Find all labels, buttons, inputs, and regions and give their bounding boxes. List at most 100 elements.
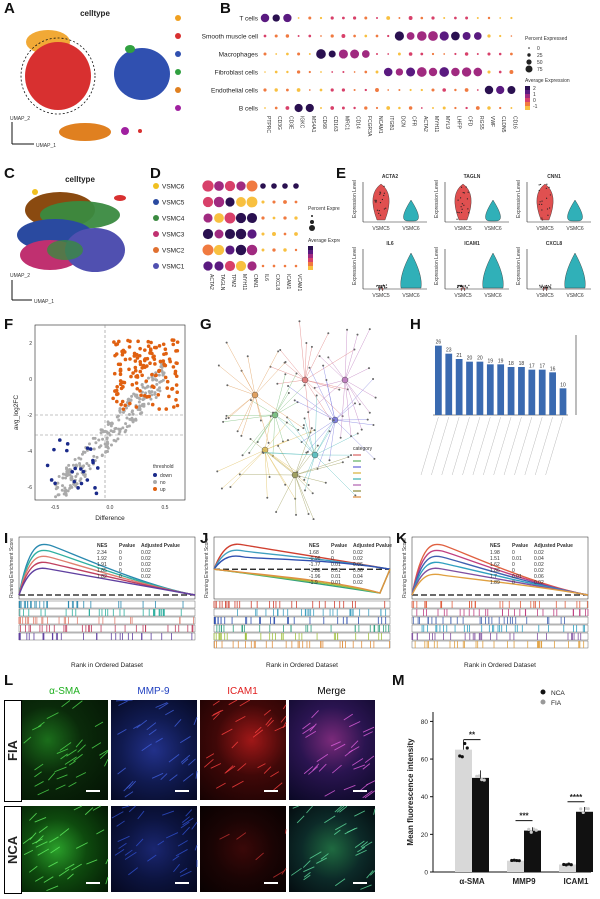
point-no (127, 424, 131, 428)
dot (272, 264, 276, 268)
cell-streak (221, 728, 233, 736)
panel-label-g: G (200, 316, 212, 333)
y-tick-label: 40 (421, 794, 429, 801)
dot (387, 34, 390, 38)
point-up (164, 407, 169, 411)
legend-gradient (308, 254, 313, 258)
gene-label: VCAM1 (296, 274, 302, 291)
row-label: Macrophages (219, 52, 259, 59)
violin-point (379, 214, 382, 216)
table-cell: 0.02 (141, 574, 151, 580)
dot (264, 71, 266, 73)
network-gene-node (307, 411, 310, 414)
gene-label: MS4A1 (310, 116, 316, 133)
network-gene-node (354, 402, 357, 405)
hit-track (18, 600, 196, 609)
network-gene-node (328, 430, 331, 433)
cell-streak (252, 729, 264, 738)
point-no (104, 450, 108, 454)
point-no (131, 412, 135, 416)
point-up (163, 375, 168, 380)
network-edge (344, 379, 352, 437)
point-up (174, 398, 178, 402)
cell-streak (291, 867, 302, 876)
network-edge (294, 427, 313, 476)
violin-point (459, 284, 461, 287)
gene-label: MYH11 (433, 116, 439, 133)
violin-point (538, 184, 540, 186)
enrichment-curve (18, 561, 196, 596)
dot (342, 70, 345, 74)
bar (435, 345, 442, 415)
point-up (144, 379, 149, 383)
point-up (112, 371, 117, 376)
point-up (135, 356, 140, 360)
table-cell: 0 (512, 562, 515, 568)
point-up (152, 345, 157, 350)
point-up (153, 362, 157, 366)
violin-point (382, 285, 384, 287)
point-no (106, 420, 110, 424)
dot (203, 261, 213, 271)
dot (353, 34, 356, 38)
point-up (129, 374, 133, 379)
cell-streak (353, 764, 366, 770)
legend-label: up (160, 487, 166, 493)
point-no (161, 378, 165, 382)
violin-point (377, 284, 379, 287)
network-edge (344, 329, 348, 381)
significance-label: **** (570, 793, 583, 802)
cell-streak (236, 832, 247, 840)
dot (294, 103, 303, 113)
cell-streak (348, 746, 360, 753)
network-gene-node (325, 378, 328, 381)
table-header: Pvalue (119, 543, 135, 549)
network-gene-node (354, 494, 357, 497)
point-no (154, 378, 158, 382)
network-gene-node (303, 417, 306, 420)
table-cell: 1.68 (309, 550, 319, 556)
point-no (85, 462, 89, 466)
cell-streak (121, 805, 130, 809)
network-term-node (331, 416, 339, 424)
point-up (175, 348, 180, 353)
dot (272, 14, 280, 22)
y-label: Running Enrichment Score (9, 538, 15, 598)
hit-track (18, 624, 196, 633)
violin-point (457, 284, 459, 287)
dot (443, 53, 446, 55)
dot (202, 228, 214, 240)
cell-streak (69, 760, 76, 766)
dot (224, 260, 236, 272)
dot (487, 16, 491, 20)
point-up (142, 358, 147, 362)
cell-streak (105, 876, 109, 885)
panel-label-d: D (150, 165, 161, 182)
hit-track (213, 608, 391, 617)
point-up (140, 373, 144, 378)
network-gene-node (287, 391, 290, 394)
network-edge (239, 474, 296, 476)
cell-streak (237, 763, 247, 772)
dot (213, 196, 225, 208)
dot (428, 31, 438, 41)
violin-point (461, 203, 463, 205)
legend-label: NCA (551, 690, 565, 697)
dot (487, 70, 491, 74)
dot (247, 229, 257, 239)
panel-l-texture (22, 700, 376, 892)
network-gene-node (372, 423, 375, 426)
point-no (150, 393, 154, 397)
enrichment-curve (213, 543, 391, 570)
violin-vsmc5 (454, 183, 472, 221)
point-no (99, 428, 103, 432)
point-up (141, 363, 146, 368)
dot (246, 244, 258, 256)
legend-dot (153, 473, 157, 477)
network-edge (274, 401, 298, 416)
dot (297, 52, 301, 56)
violin-point (541, 203, 543, 205)
violin-point (457, 199, 459, 201)
legend-gradient (308, 250, 313, 254)
micro-fia-merge (289, 700, 375, 800)
